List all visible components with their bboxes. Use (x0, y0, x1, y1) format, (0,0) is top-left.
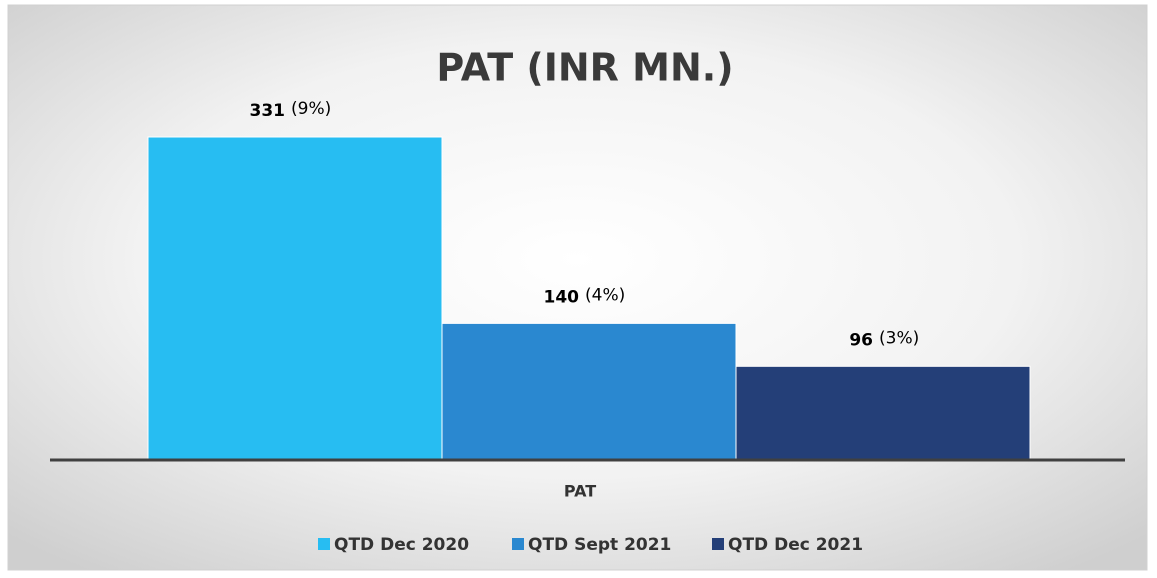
data-annotation: (9%) (291, 99, 331, 119)
bar (735, 365, 1031, 461)
data-annotation: (3%) (879, 328, 919, 348)
data-label: 331 (250, 101, 286, 121)
legend-label: QTD Sept 2021 (528, 535, 671, 555)
legend-label: QTD Dec 2021 (728, 535, 863, 555)
bar (147, 136, 443, 461)
data-annotation: (4%) (585, 285, 625, 305)
legend-label: QTD Dec 2020 (334, 535, 469, 555)
legend-swatch (712, 538, 724, 550)
data-label: 96 (849, 330, 873, 350)
legend-swatch (512, 538, 524, 550)
chart-title: PAT (INR MN.) (436, 46, 733, 90)
bar (441, 322, 737, 461)
data-label: 140 (544, 287, 580, 307)
x-tick-label: PAT (564, 482, 596, 501)
legend-swatch (318, 538, 330, 550)
